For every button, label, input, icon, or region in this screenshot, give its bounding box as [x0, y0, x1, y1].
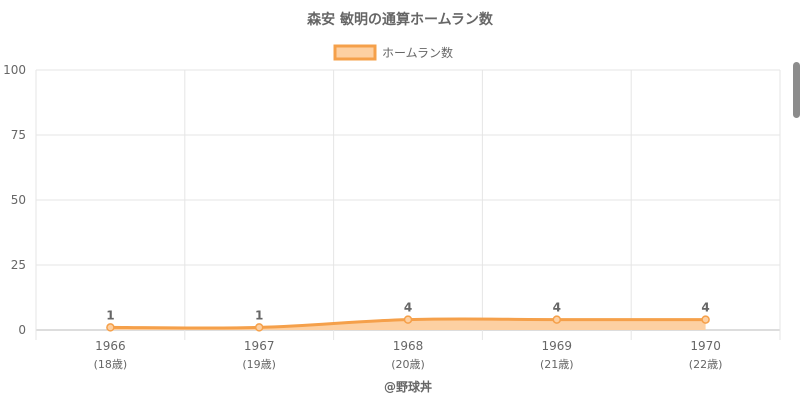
legend-label: ホームラン数 [382, 45, 453, 60]
y-tick-label: 100 [3, 63, 26, 77]
x-tick-label: 1967 [244, 339, 275, 353]
data-label: 1 [255, 308, 263, 322]
data-points [106, 315, 710, 332]
x-tick-label: 1968 [393, 339, 424, 353]
x-tick-label: 1969 [542, 339, 573, 353]
y-tick-label: 75 [11, 128, 26, 142]
x-tick-label: 1970 [690, 339, 721, 353]
x-axis-ticks: 1966 (18歳) 1967 (19歳) 1968 (20歳) 1969 (21歳) 1970… [94, 339, 723, 371]
y-tick-label: 25 [11, 258, 26, 272]
data-label: 1 [106, 308, 114, 322]
y-tick-label: 0 [18, 323, 26, 337]
legend-swatch [333, 44, 377, 61]
data-point [106, 323, 115, 332]
x-tick-sublabel: (18歳) [94, 358, 128, 371]
x-tick-sublabel: (22歳) [689, 358, 723, 371]
data-point [403, 315, 413, 324]
x-tick-sublabel: (20歳) [391, 358, 425, 371]
x-tick-sublabel: (19歳) [242, 358, 276, 371]
x-tick-sublabel: (21歳) [540, 358, 574, 371]
data-label: 4 [553, 301, 561, 315]
chart-title: 森安 敏明の通算ホームラン数 [307, 11, 494, 28]
data-labels: 1 1 4 4 4 [106, 301, 710, 323]
scrollbar-thumb[interactable] [793, 62, 800, 118]
data-label: 4 [701, 301, 709, 315]
legend[interactable]: ホームラン数 [333, 44, 453, 61]
data-label: 4 [404, 301, 412, 315]
y-axis-ticks: 0 25 50 75 100 [3, 63, 26, 337]
data-point [701, 315, 710, 324]
grid-lines [35, 69, 781, 340]
data-point [552, 315, 562, 324]
credit-text: @野球丼 [384, 379, 432, 394]
x-tick-label: 1966 [95, 339, 126, 353]
y-tick-label: 50 [11, 193, 26, 207]
data-point [254, 323, 264, 332]
